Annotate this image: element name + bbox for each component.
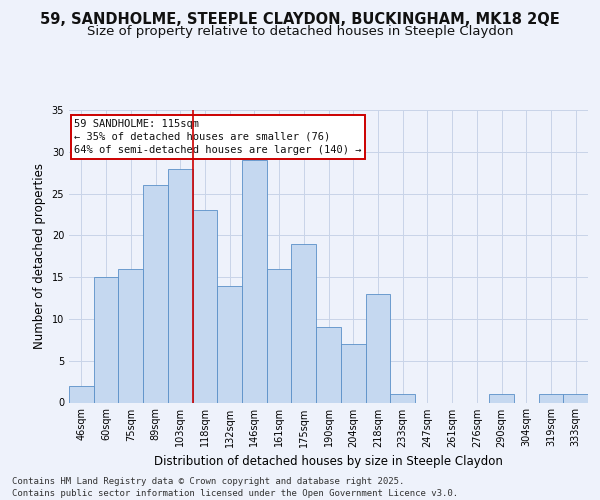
- Bar: [168, 168, 193, 402]
- Bar: [365, 294, 390, 403]
- Bar: [118, 269, 143, 402]
- Bar: [292, 244, 316, 402]
- Bar: [563, 394, 588, 402]
- Bar: [242, 160, 267, 402]
- Bar: [143, 185, 168, 402]
- Bar: [489, 394, 514, 402]
- Bar: [390, 394, 415, 402]
- Bar: [539, 394, 563, 402]
- Text: Contains HM Land Registry data © Crown copyright and database right 2025.
Contai: Contains HM Land Registry data © Crown c…: [12, 476, 458, 498]
- Text: 59 SANDHOLME: 115sqm
← 35% of detached houses are smaller (76)
64% of semi-detac: 59 SANDHOLME: 115sqm ← 35% of detached h…: [74, 119, 362, 155]
- Bar: [267, 269, 292, 402]
- Bar: [94, 277, 118, 402]
- X-axis label: Distribution of detached houses by size in Steeple Claydon: Distribution of detached houses by size …: [154, 455, 503, 468]
- Bar: [193, 210, 217, 402]
- Bar: [341, 344, 365, 403]
- Y-axis label: Number of detached properties: Number of detached properties: [33, 163, 46, 349]
- Bar: [69, 386, 94, 402]
- Bar: [316, 328, 341, 402]
- Text: 59, SANDHOLME, STEEPLE CLAYDON, BUCKINGHAM, MK18 2QE: 59, SANDHOLME, STEEPLE CLAYDON, BUCKINGH…: [40, 12, 560, 28]
- Text: Size of property relative to detached houses in Steeple Claydon: Size of property relative to detached ho…: [87, 25, 513, 38]
- Bar: [217, 286, 242, 403]
